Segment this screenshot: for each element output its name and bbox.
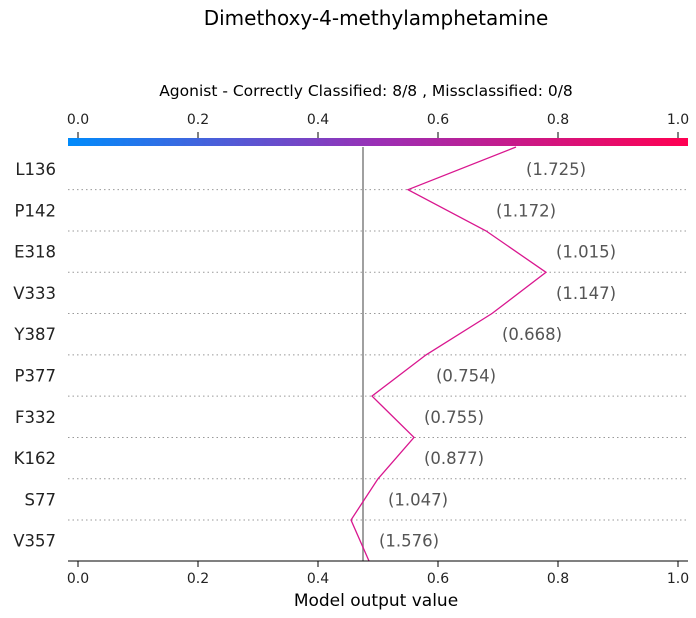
chart-title: Dimethoxy-4-methylamphetamine — [204, 6, 549, 30]
feature-label: K162 — [14, 449, 56, 468]
x-axis-label: Model output value — [294, 591, 458, 611]
feature-label: F332 — [15, 408, 56, 427]
feature-value-label: (0.877) — [424, 449, 484, 468]
feature-value-labels: (1.725) (1.172) (1.015) (1.147) (0.668) (0.75… — [379, 160, 616, 551]
feature-label: P142 — [15, 201, 56, 220]
top-tick-label: 0.6 — [427, 112, 449, 128]
top-tick-label: 0.2 — [187, 112, 209, 128]
top-tick-label: 0.4 — [307, 112, 329, 128]
bottom-tick-label: 0.8 — [547, 571, 569, 587]
bottom-tick-label: 0.2 — [187, 571, 209, 587]
feature-labels: L136 P142 E318 V333 Y387 P377 F332 K162 S77 V357 — [13, 160, 56, 551]
top-tick-label: 1.0 — [667, 112, 689, 128]
feature-value-label: (1.015) — [556, 243, 616, 262]
feature-value-label: (1.725) — [526, 160, 586, 179]
feature-label: P377 — [15, 367, 56, 386]
bottom-tick-label: 0.4 — [307, 571, 329, 587]
feature-value-label: (1.147) — [556, 284, 616, 303]
feature-value-label: (1.172) — [496, 201, 556, 220]
feature-label: Y387 — [13, 325, 56, 344]
bottom-tick-label: 0.0 — [67, 571, 89, 587]
feature-value-label: (1.047) — [388, 490, 448, 509]
feature-label: V357 — [13, 532, 56, 551]
bottom-tick-label: 0.6 — [427, 571, 449, 587]
bottom-axis: 0.0 0.2 0.4 0.6 0.8 1.0 — [67, 561, 689, 587]
top-tick-label: 0.8 — [547, 112, 569, 128]
feature-value-label: (0.668) — [502, 325, 562, 344]
feature-label: V333 — [13, 284, 56, 303]
feature-label: E318 — [14, 243, 56, 262]
feature-label: L136 — [15, 160, 56, 179]
top-tick-label: 0.0 — [67, 112, 89, 128]
top-axis: 0.0 0.2 0.4 0.6 0.8 1.0 — [67, 112, 689, 138]
feature-value-label: (0.755) — [424, 408, 484, 427]
decision-path — [350, 146, 548, 562]
feature-value-label: (0.754) — [436, 367, 496, 386]
feature-value-label: (1.576) — [379, 532, 439, 551]
feature-label: S77 — [25, 490, 56, 509]
bottom-tick-label: 1.0 — [667, 571, 689, 587]
feature-gridlines — [68, 189, 688, 521]
colorbar — [68, 138, 688, 146]
chart-subtitle: Agonist - Correctly Classified: 8/8 , Mi… — [159, 82, 573, 100]
